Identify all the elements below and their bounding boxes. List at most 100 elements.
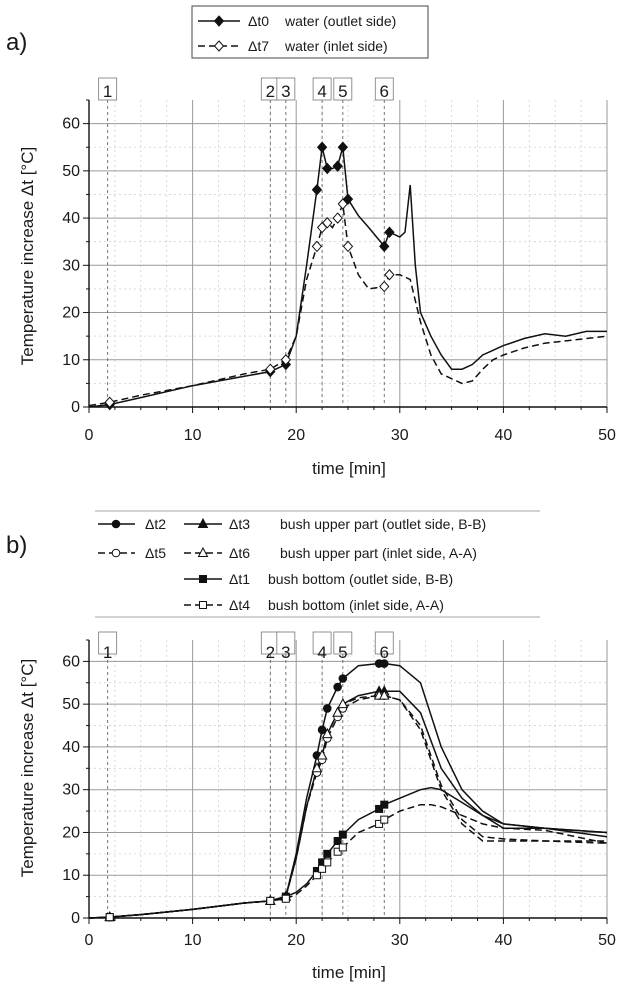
y-tick-label: 0: [71, 399, 80, 416]
x-tick-label: 20: [287, 932, 305, 949]
x-tick-label: 30: [391, 427, 409, 444]
event-marker-box: [333, 77, 353, 101]
event-marker-label: 6: [380, 82, 389, 101]
event-marker-label: 3: [281, 82, 290, 101]
panel-a-chart: a) time [min] Temperature increase Δt [°…: [6, 5, 616, 478]
data-point-Δt4: [312, 871, 321, 880]
data-point-Δt7: [265, 363, 276, 375]
y-tick-label: 20: [62, 305, 80, 322]
x-tick-label: 0: [85, 932, 94, 949]
data-point-Δt7: [280, 354, 292, 366]
event-marker-box: [276, 77, 296, 101]
legend-symbol: Δt6: [229, 545, 250, 561]
data-point-Δt2: [317, 725, 327, 735]
data-point-Δt4: [105, 913, 114, 922]
event-marker-box: [98, 631, 118, 655]
panel-b-label: b): [6, 532, 27, 559]
legend-symbol: Δt5: [145, 545, 166, 561]
event-marker-label: 1: [103, 643, 112, 662]
data-point-Δt1: [333, 837, 342, 846]
legend-marker-Δt2: [111, 519, 121, 529]
y-tick-label: 40: [62, 739, 80, 756]
data-point-Δt7: [104, 396, 115, 409]
data-point-Δt4: [338, 843, 347, 852]
data-point-Δt6: [316, 749, 328, 760]
data-point-Δt7: [322, 217, 333, 229]
x-tick-label: 10: [184, 932, 202, 949]
event-marker-label: 5: [338, 82, 347, 101]
y-tick-label: 60: [62, 653, 80, 670]
data-point-Δt7: [342, 240, 354, 253]
event-marker-box: [374, 77, 394, 101]
legend-box: [191, 5, 429, 59]
event-marker-box: [98, 77, 118, 101]
legend-description: water (outlet side): [284, 13, 396, 29]
x-tick-label: 50: [598, 932, 616, 949]
legend-description: bush bottom (outlet side, B-B): [268, 571, 453, 587]
legend-marker-Δt1: [199, 575, 207, 583]
event-marker-box: [333, 631, 353, 655]
panel-a-label: a): [6, 29, 27, 56]
data-point-Δt7: [384, 269, 395, 281]
y-tick-label: 20: [62, 824, 80, 841]
data-point-Δt4: [333, 847, 342, 856]
data-point-Δt0: [311, 183, 323, 196]
data-point-Δt1: [380, 800, 389, 809]
event-marker-box: [312, 77, 332, 101]
event-marker-label: 5: [338, 643, 347, 662]
legend-symbol: Δt0: [248, 13, 269, 29]
y-tick-label: 50: [62, 163, 80, 180]
data-point-Δt4: [375, 819, 384, 828]
y-tick-label: 10: [62, 352, 80, 369]
data-point-Δt0: [384, 226, 395, 238]
legend-marker-Δt3: [197, 517, 209, 528]
event-marker-label: 2: [266, 643, 275, 662]
data-point-Δt0: [322, 162, 333, 175]
data-point-Δt0: [379, 240, 390, 253]
y-tick-label: 30: [62, 782, 80, 799]
y-tick-label: 10: [62, 867, 80, 884]
data-point-Δt6: [332, 706, 343, 717]
x-tick-label: 40: [495, 932, 513, 949]
data-point-Δt2: [322, 704, 332, 713]
panel-a-x-axis-label: time [min]: [312, 459, 386, 478]
data-point-Δt6: [337, 698, 349, 709]
data-point-Δt4: [323, 858, 332, 867]
data-point-Δt6: [311, 762, 323, 773]
series-line-Δt4: [88, 803, 608, 919]
panel-b-x-axis-label: time [min]: [312, 963, 386, 982]
panel-a-legend: Δt0 water (outlet side) Δt7 water (inlet si…: [191, 5, 429, 59]
x-tick-label: 50: [598, 427, 616, 444]
data-point-Δt7: [311, 240, 323, 253]
data-point-Δt4: [281, 894, 290, 903]
data-point-Δt7: [337, 198, 348, 210]
data-point-Δt4: [318, 864, 327, 873]
event-marker-label: 3: [281, 643, 290, 662]
data-point-Δt7: [332, 212, 343, 224]
legend-marker-Δt6: [197, 546, 209, 557]
event-marker-box: [276, 631, 296, 655]
data-point-Δt2: [338, 674, 348, 683]
y-tick-label: 0: [71, 910, 80, 927]
legend-marker-Δt0: [213, 15, 225, 27]
y-tick-label: 50: [62, 696, 80, 713]
x-tick-label: 40: [495, 427, 513, 444]
panel-a-y-axis-label: Temperature increase Δt [°C]: [18, 147, 37, 365]
legend-description: bush bottom (inlet side, A-A): [268, 597, 444, 613]
event-marker-label: 2: [266, 82, 275, 101]
data-point-Δt1: [323, 849, 332, 858]
panel-b-y-axis-label: Temperature increase Δt [°C]: [18, 659, 37, 877]
event-marker-label: 4: [317, 643, 326, 662]
data-point-Δt6: [321, 728, 333, 739]
data-point-Δt0: [337, 141, 348, 153]
legend-marker-Δt4: [199, 601, 207, 609]
data-point-Δt0: [316, 141, 328, 153]
data-point-Δt1: [338, 830, 347, 839]
event-marker-box: [374, 631, 394, 655]
legend-symbol: Δt3: [229, 516, 250, 532]
legend-marker-Δt7: [213, 40, 225, 52]
legend-symbol: Δt2: [145, 516, 166, 532]
legend-symbol: Δt7: [248, 38, 269, 54]
y-tick-label: 60: [62, 116, 80, 133]
